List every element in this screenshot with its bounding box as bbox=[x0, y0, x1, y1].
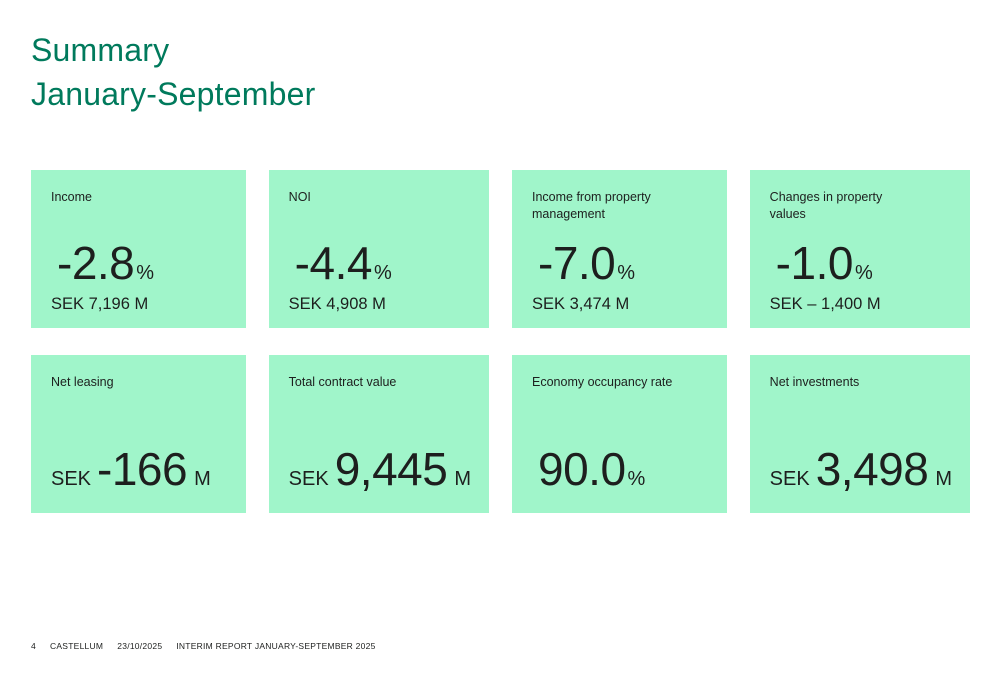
metric-value-suffix: % bbox=[136, 261, 155, 284]
footer-brand: CASTELLUM bbox=[49, 641, 104, 651]
metric-subvalue: SEK 3,474 M bbox=[532, 294, 630, 313]
metric-label: Total contract value bbox=[288, 375, 397, 389]
page-title: Summary January-September bbox=[31, 28, 315, 116]
metric-value: SEK 9,445 M bbox=[289, 446, 471, 492]
metric-label: NOI bbox=[288, 190, 311, 204]
metric-value-number: -166 bbox=[97, 443, 188, 495]
page-title-line1: Summary bbox=[31, 32, 170, 68]
metric-subvalue: SEK – 1,400 M bbox=[769, 294, 881, 313]
metric-subvalue: SEK 7,196 M bbox=[51, 294, 149, 313]
metric-subvalue: SEK 4,908 M bbox=[288, 294, 386, 313]
metric-value: -2.8% bbox=[51, 240, 228, 286]
metric-value: SEK -166 M bbox=[51, 446, 228, 492]
metric-value-prefix: SEK bbox=[288, 468, 329, 490]
metric-card-occupancy-rate: Economy occupancy rate 90.0% bbox=[512, 355, 727, 513]
metric-value-number: -2.8 bbox=[57, 236, 135, 289]
metric-value-number: -7.0 bbox=[538, 236, 616, 289]
metric-value-number: 3,498 bbox=[815, 443, 929, 495]
metric-value-suffix: M bbox=[454, 468, 471, 490]
metric-value: -7.0% bbox=[532, 240, 709, 286]
page-title-line2: January-September bbox=[31, 76, 316, 113]
metric-value-prefix: SEK bbox=[51, 468, 92, 490]
metric-label: Income from property management bbox=[532, 190, 651, 221]
metric-value: SEK 3,498 M bbox=[770, 446, 952, 492]
footer: 4 CASTELLUM 23/10/2025 INTERIM REPORT JA… bbox=[31, 641, 376, 651]
metric-value-prefix: SEK bbox=[769, 468, 810, 490]
metric-value-suffix: M bbox=[194, 468, 211, 490]
metric-value: 90.0% bbox=[532, 446, 709, 492]
footer-report-title: INTERIM REPORT JANUARY-SEPTEMBER 2025 bbox=[176, 641, 376, 651]
metric-value-number: -1.0 bbox=[775, 236, 854, 289]
metric-value-number: -4.4 bbox=[294, 236, 373, 289]
metric-value: -1.0% bbox=[770, 240, 952, 286]
metric-card-net-investments: Net investments SEK 3,498 M bbox=[749, 355, 970, 513]
metric-card-noi: NOI -4.4% SEK 4,908 M bbox=[268, 170, 489, 328]
metric-label: Economy occupancy rate bbox=[532, 375, 673, 389]
metric-value-suffix: % bbox=[373, 261, 392, 284]
footer-date: 23/10/2025 bbox=[117, 641, 163, 651]
metric-value-suffix: % bbox=[617, 261, 636, 284]
metric-label: Changes in property values bbox=[769, 190, 883, 221]
metric-label: Income bbox=[51, 190, 92, 204]
metric-card-net-leasing: Net leasing SEK -166 M bbox=[31, 355, 246, 513]
metric-value-number: 90.0 bbox=[538, 443, 626, 495]
metric-card-income-property-management: Income from property management -7.0% SE… bbox=[512, 170, 727, 328]
metric-value-suffix: M bbox=[935, 468, 952, 490]
metric-card-income: Income -2.8% SEK 7,196 M bbox=[31, 170, 246, 328]
footer-page-number: 4 bbox=[31, 641, 36, 651]
metric-label: Net leasing bbox=[51, 375, 114, 389]
metric-value-suffix: % bbox=[627, 468, 646, 490]
metric-value-suffix: % bbox=[854, 261, 873, 284]
metric-card-grid: Income -2.8% SEK 7,196 M NOI -4.4% SEK 4… bbox=[31, 170, 970, 513]
metric-value: -4.4% bbox=[289, 240, 471, 286]
metric-card-property-values: Changes in property values -1.0% SEK – 1… bbox=[749, 170, 970, 328]
metric-card-contract-value: Total contract value SEK 9,445 M bbox=[268, 355, 489, 513]
metric-value-number: 9,445 bbox=[334, 443, 448, 495]
metric-label: Net investments bbox=[769, 375, 860, 389]
